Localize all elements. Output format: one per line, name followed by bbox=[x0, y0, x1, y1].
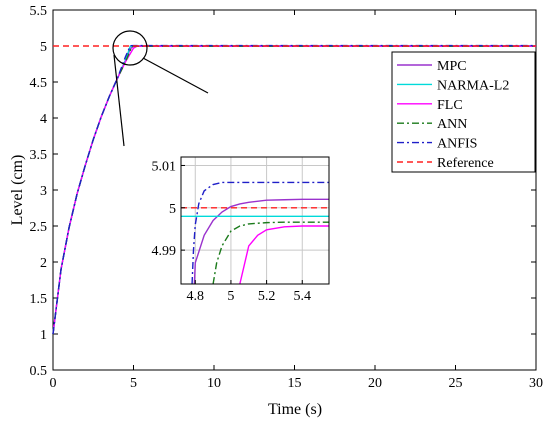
inset-background bbox=[181, 157, 329, 284]
inset-series bbox=[181, 181, 329, 284]
x-tick-label: 5 bbox=[130, 376, 137, 391]
inset-ticks: 4.8 5 5.2 5.4 4.99 5 5.01 bbox=[152, 159, 312, 304]
inset-grid bbox=[181, 157, 329, 284]
x-tick-label: 10 bbox=[207, 376, 221, 391]
legend-label-reference: Reference bbox=[437, 156, 494, 171]
main-series bbox=[52, 44, 536, 335]
y-tick-label: 5 bbox=[40, 40, 47, 55]
y-axis-label: Level (cm) bbox=[9, 155, 26, 226]
x-tick-label: 15 bbox=[288, 376, 302, 391]
y-tick-label: 1.5 bbox=[30, 292, 48, 307]
x-tick-label: 0 bbox=[50, 376, 57, 391]
y-tick-label: 2.5 bbox=[30, 220, 48, 235]
y-tick-label: 0.5 bbox=[30, 364, 48, 379]
legend-label-flc: FLC bbox=[437, 98, 463, 113]
inset-x-tick-label: 5 bbox=[227, 289, 234, 304]
zoom-connector-right bbox=[142, 57, 209, 94]
main-ticks: 0 5 10 15 20 25 30 0.5 1 1.5 2 2.5 3 3.5 4 4.5 5 5.5 bbox=[30, 4, 544, 391]
y-tick-label: 4 bbox=[40, 112, 47, 127]
inset-series-line-ann bbox=[212, 221, 329, 284]
y-tick-label: 5.5 bbox=[30, 4, 48, 19]
legend: MPC NARMA-L2 FLC ANN ANFIS Reference bbox=[391, 51, 536, 173]
inset-y-tick-label: 5.01 bbox=[152, 159, 177, 174]
inset-series-line-mpc bbox=[193, 198, 329, 284]
inset-x-tick-label: 4.8 bbox=[187, 289, 205, 304]
inset-frame bbox=[180, 156, 330, 285]
legend-label-mpc: MPC bbox=[437, 59, 467, 74]
inset-series-line-anfis bbox=[191, 181, 329, 284]
legend-label-anfis: ANFIS bbox=[437, 137, 477, 152]
x-tick-label: 30 bbox=[529, 376, 543, 391]
inset-x-tick-label: 5.4 bbox=[294, 289, 312, 304]
zoom-circle bbox=[112, 30, 148, 66]
y-tick-label: 3 bbox=[40, 184, 47, 199]
legend-label-ann: ANN bbox=[437, 117, 467, 132]
x-tick-label: 20 bbox=[368, 376, 382, 391]
zoom-connector-left bbox=[113, 54, 125, 147]
y-tick-label: 2 bbox=[40, 256, 47, 271]
inset-y-tick-label: 5 bbox=[169, 202, 176, 217]
x-tick-label: 25 bbox=[449, 376, 463, 391]
y-tick-label: 1 bbox=[40, 328, 47, 343]
y-tick-label: 4.5 bbox=[30, 76, 48, 91]
inset-y-tick-label: 4.99 bbox=[152, 244, 177, 259]
legend-box bbox=[391, 51, 536, 173]
inset-x-tick-label: 5.2 bbox=[258, 289, 276, 304]
y-tick-label: 3.5 bbox=[30, 148, 48, 163]
zoom-indicator bbox=[112, 30, 209, 147]
legend-label-narma-l2: NARMA-L2 bbox=[437, 78, 509, 93]
inset-series-line-flc bbox=[239, 225, 329, 284]
x-axis-label: Time (s) bbox=[268, 401, 322, 418]
